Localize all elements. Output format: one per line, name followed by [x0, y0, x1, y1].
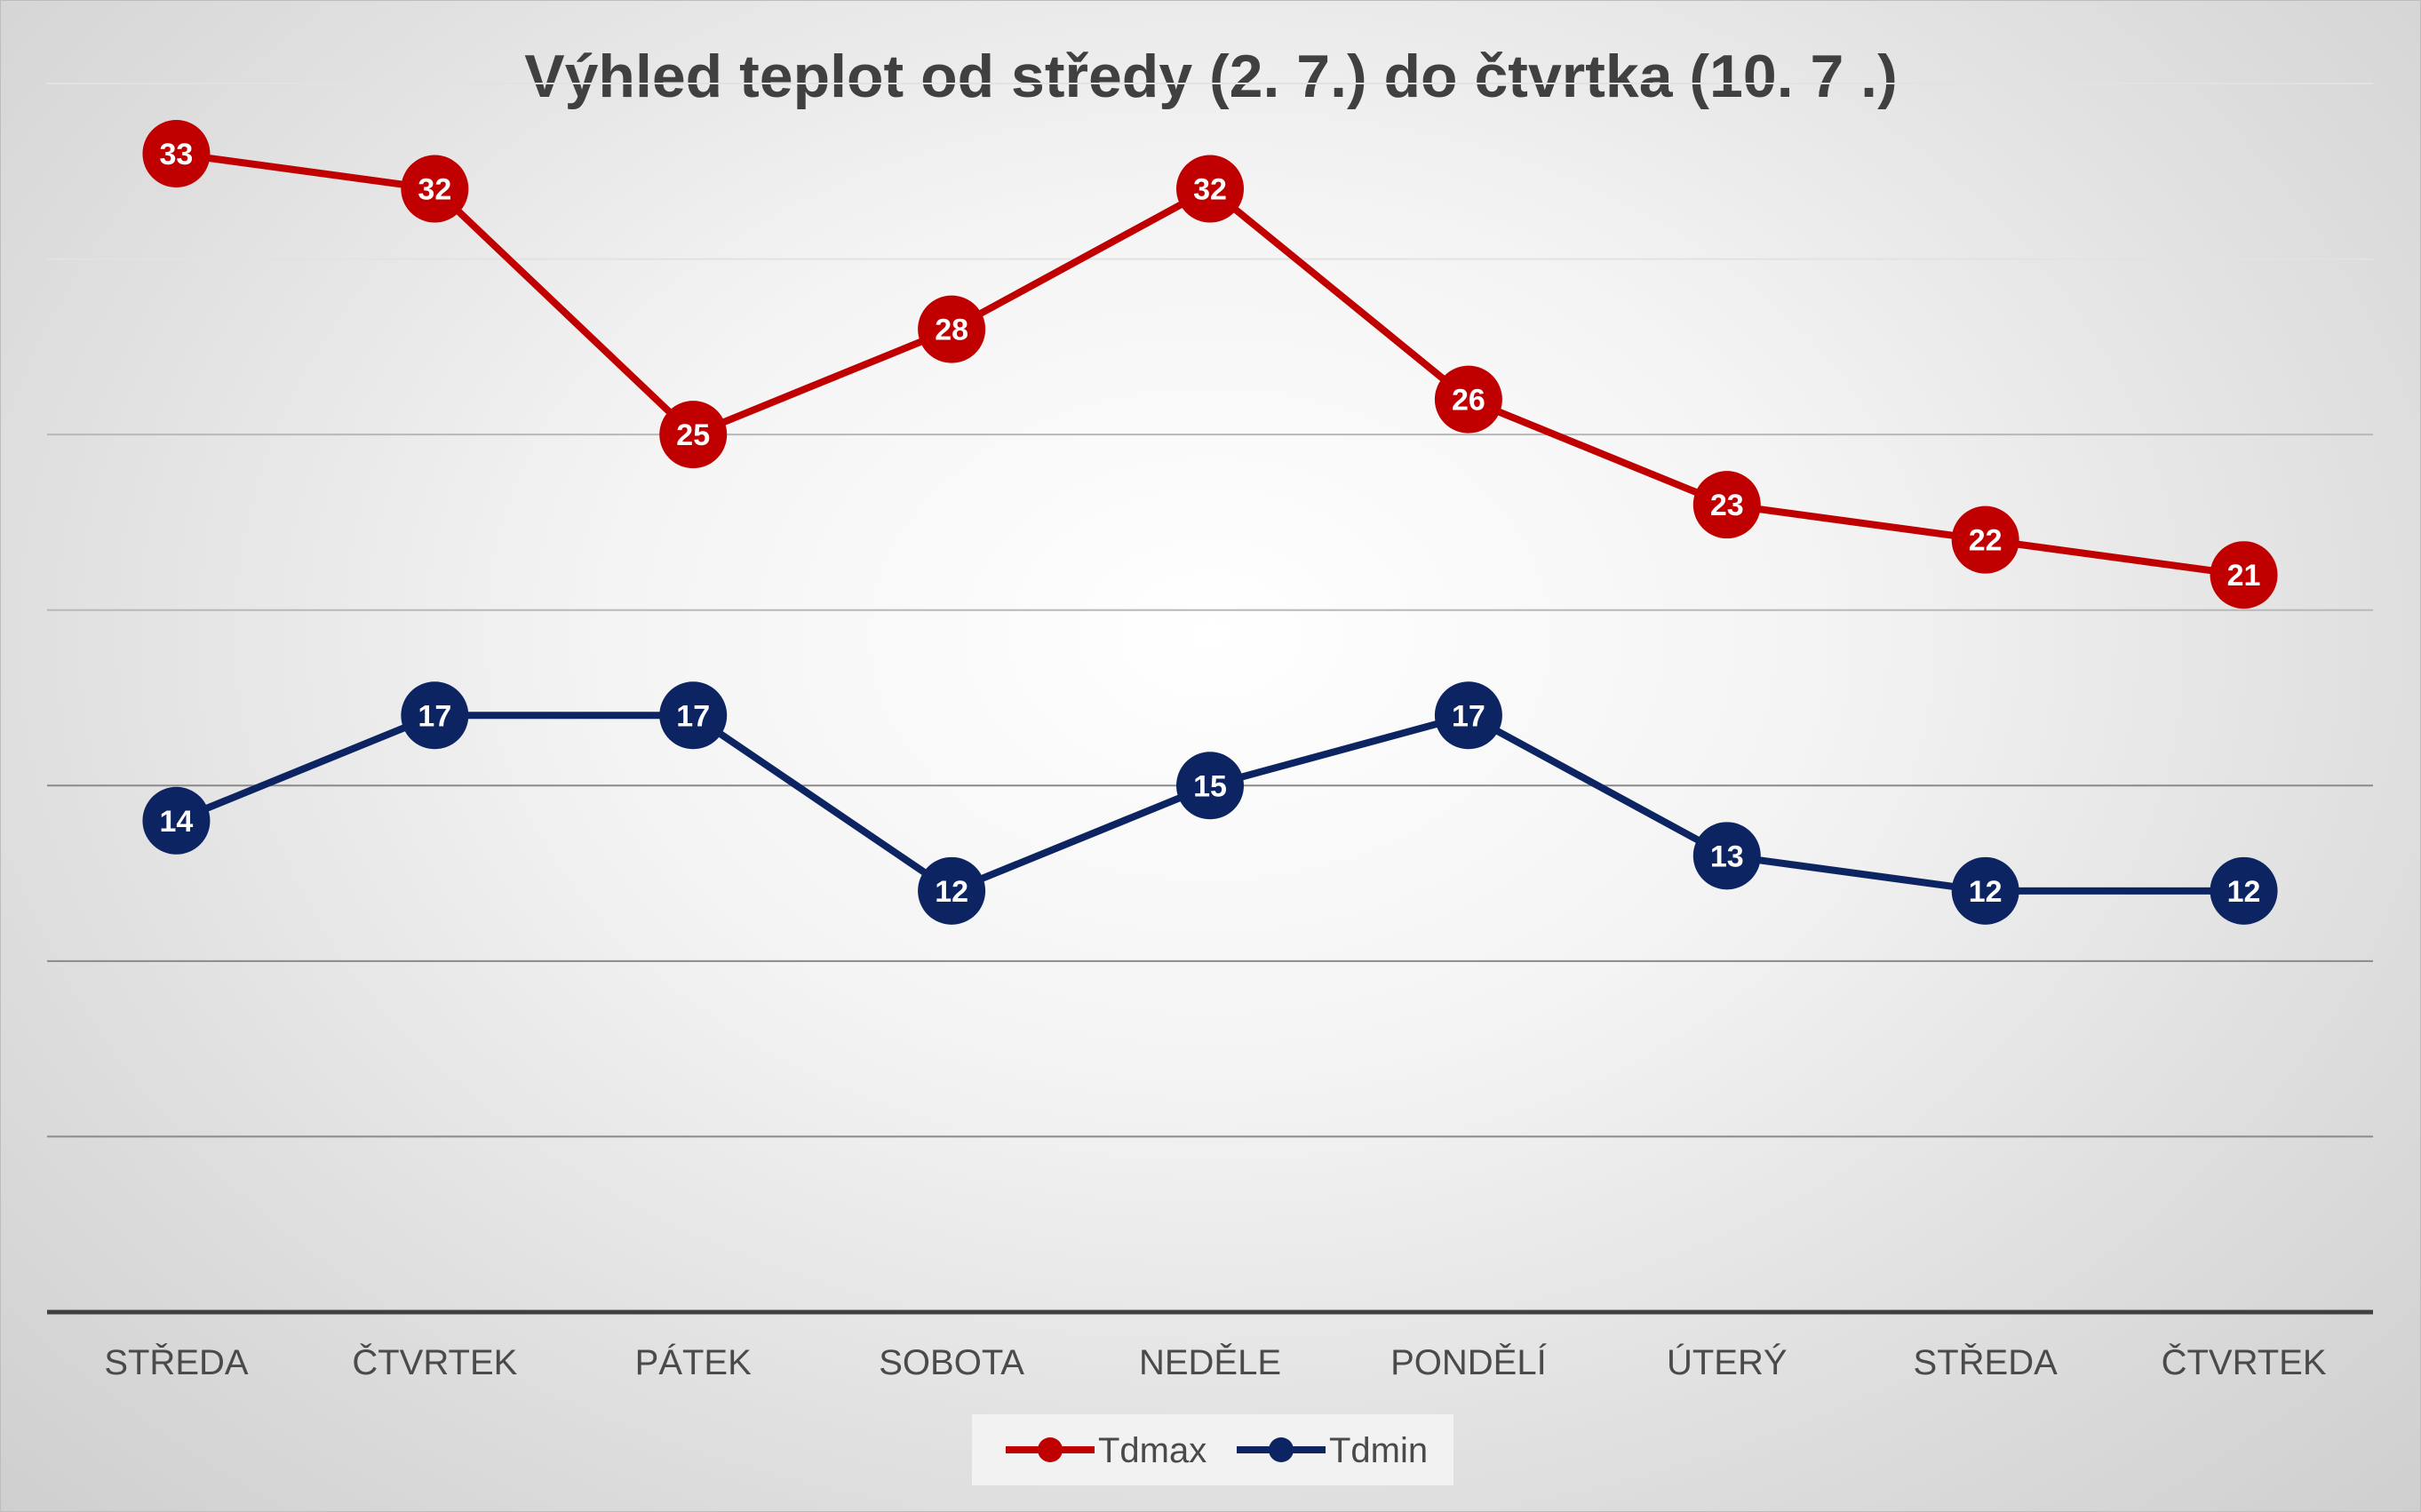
- data-point: [401, 155, 469, 223]
- data-point: [2210, 541, 2278, 609]
- x-tick-label: ÚTERÝ: [1667, 1342, 1788, 1382]
- data-point: [1434, 365, 1502, 434]
- data-point: [918, 856, 986, 925]
- data-label: 26: [1452, 384, 1485, 418]
- series-tdmin: 14 17 17 12 15 17 13 12 12: [142, 681, 2278, 925]
- x-tick-label: PÁTEK: [635, 1342, 752, 1382]
- data-point: [1692, 471, 1761, 539]
- x-tick-label: NEDĚLE: [1139, 1342, 1281, 1382]
- data-label: 28: [935, 314, 968, 347]
- data-label: 21: [2227, 559, 2261, 593]
- data-point: [1434, 681, 1502, 750]
- data-label: 17: [418, 699, 451, 733]
- data-label: 13: [1710, 840, 1744, 873]
- data-point: [1951, 856, 2019, 925]
- data-label: 25: [676, 418, 710, 452]
- data-point: [142, 786, 211, 855]
- x-axis: STŘEDA ČTVRTEK PÁTEK SOBOTA NEDĚLE PONDĚLÍ ÚTE…: [47, 1309, 2373, 1382]
- data-label: 22: [1969, 524, 2003, 558]
- data-point: [1176, 752, 1244, 820]
- data-label: 23: [1710, 489, 1744, 522]
- data-point: [659, 401, 728, 469]
- data-label: 14: [160, 805, 194, 839]
- chart-title: Výhled teplot od středy (2. 7.) do čtvrt…: [524, 43, 1897, 110]
- data-label: 33: [160, 138, 194, 171]
- x-tick-label: STŘEDA: [1914, 1342, 2059, 1382]
- data-label: 17: [1452, 699, 1485, 733]
- data-point: [1951, 505, 2019, 574]
- series-tdmax: 33 32 25 28 32 26 23 22 21: [142, 120, 2278, 609]
- data-label: 12: [935, 875, 968, 909]
- data-label: 32: [418, 173, 451, 207]
- x-tick-label: STŘEDA: [104, 1342, 249, 1382]
- legend-marker: [1269, 1437, 1294, 1462]
- x-tick-label: ČTVRTEK: [352, 1342, 517, 1382]
- data-point: [1176, 155, 1244, 223]
- legend-label: Tdmin: [1329, 1431, 1428, 1470]
- data-label: 15: [1193, 769, 1227, 803]
- gridlines: [47, 83, 2373, 1138]
- x-tick-label: PONDĚLÍ: [1390, 1342, 1547, 1382]
- series-layer: 33 32 25 28 32 26 23 22 21 14 17 17 12 15 17 13 12 12: [142, 120, 2278, 925]
- x-tick-label: ČTVRTEK: [2162, 1342, 2327, 1382]
- data-label: 12: [2227, 875, 2261, 909]
- legend: Tdmax Tdmin: [972, 1414, 1453, 1485]
- legend-marker: [1038, 1437, 1063, 1462]
- data-point: [659, 681, 728, 750]
- data-label: 12: [1969, 875, 2003, 909]
- data-label: 32: [1193, 173, 1227, 207]
- legend-label: Tdmax: [1098, 1431, 1207, 1470]
- data-point: [142, 120, 211, 188]
- data-label: 17: [676, 699, 710, 733]
- x-tick-label: SOBOTA: [879, 1343, 1024, 1382]
- data-point: [401, 681, 469, 750]
- data-point: [918, 295, 986, 363]
- data-point: [2210, 856, 2278, 925]
- data-point: [1692, 822, 1761, 890]
